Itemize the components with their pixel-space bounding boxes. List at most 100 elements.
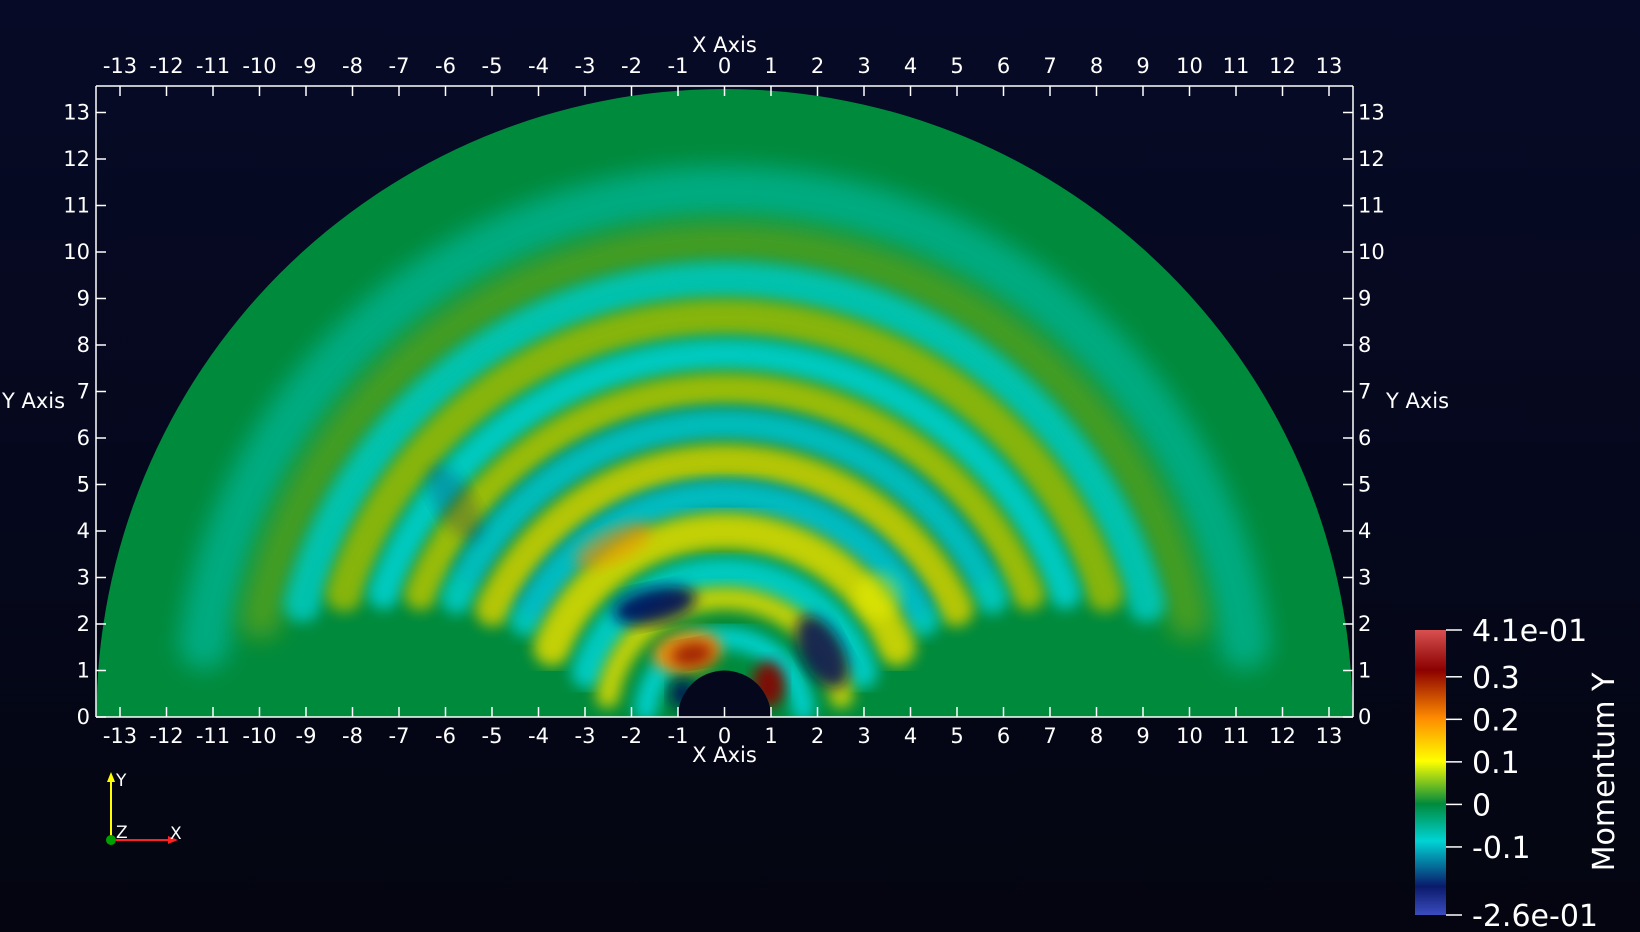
x-tick-label-top: 9: [1136, 54, 1149, 78]
axis-ticks: -13-13-12-12-11-11-10-10-9-9-8-8-7-7-6-6…: [63, 54, 1384, 748]
x-tick-label-bottom: -13: [103, 724, 137, 748]
wave-band: [509, 479, 940, 637]
y-tick-label-left: 3: [77, 566, 90, 590]
x-tick-label-top: -7: [389, 54, 410, 78]
x-tick-label-bottom: -2: [621, 724, 642, 748]
y-tick-label-right: 1: [1358, 659, 1371, 683]
x-tick-label-bottom: 10: [1176, 724, 1203, 748]
x-tick-label-bottom: 0: [718, 724, 731, 748]
wave-band: [325, 298, 1124, 613]
wave-band: [283, 261, 1166, 623]
x-tick-label-top: -12: [149, 54, 183, 78]
y-tick-label-right: 10: [1358, 240, 1385, 264]
x-tick-label-top: 1: [764, 54, 777, 78]
y-tick-label-left: 13: [63, 101, 90, 125]
x-tick-label-bottom: 2: [811, 724, 824, 748]
y-tick-label-right: 13: [1358, 101, 1385, 125]
x-tick-label-top: -4: [528, 54, 549, 78]
x-tick-label-bottom: -4: [528, 724, 549, 748]
y-tick-label-left: 0: [77, 705, 90, 729]
wave-bands: [178, 166, 1271, 717]
orientation-y-label: Y: [115, 771, 127, 791]
x-tick-label-top: -2: [621, 54, 642, 78]
x-tick-label-top: -1: [668, 54, 689, 78]
x-tick-label-top: 12: [1269, 54, 1296, 78]
wave-hotspot: [671, 642, 713, 667]
x-tick-label-bottom: -10: [242, 724, 276, 748]
colorbar-label: 0: [1472, 788, 1491, 823]
orientation-axes-widget[interactable]: Y Z X: [106, 771, 182, 845]
x-tick-label-top: -9: [296, 54, 317, 78]
x-tick-label-bottom: -7: [389, 724, 410, 748]
wave-hotspot: [613, 586, 696, 625]
y-tick-label-right: 9: [1358, 287, 1371, 311]
x-tick-label-bottom: 3: [857, 724, 870, 748]
wave-band: [239, 221, 1210, 640]
x-tick-label-top: 13: [1316, 54, 1343, 78]
wave-hotspot: [428, 465, 482, 541]
wave-hotspots: [428, 465, 902, 709]
wave-hotspot: [854, 572, 902, 620]
y-tick-label-right: 7: [1358, 380, 1371, 404]
x-tick-label-top: 8: [1090, 54, 1103, 78]
colorbar-label: 0.1: [1472, 746, 1520, 781]
x-axis-title-bottom: X Axis: [692, 743, 757, 767]
x-tick-label-bottom: -12: [149, 724, 183, 748]
y-tick-label-right: 8: [1358, 333, 1371, 357]
x-tick-label-bottom: 12: [1269, 724, 1296, 748]
x-tick-label-bottom: -1: [668, 724, 689, 748]
x-tick-label-top: 2: [811, 54, 824, 78]
y-tick-label-left: 4: [77, 519, 90, 543]
wave-band: [404, 372, 1045, 611]
colorbar-gradient: [1415, 630, 1446, 915]
colorbar-label: -0.1: [1472, 831, 1531, 866]
x-tick-label-top: -6: [435, 54, 456, 78]
x-tick-label-bottom: -8: [342, 724, 363, 748]
x-arrowhead-icon: [168, 836, 178, 844]
x-tick-label-bottom: -5: [482, 724, 503, 748]
x-tick-label-top: -3: [575, 54, 596, 78]
x-tick-label-top: -10: [242, 54, 276, 78]
x-axis-title-top: X Axis: [692, 33, 757, 57]
y-tick-label-right: 4: [1358, 519, 1371, 543]
x-tick-label-bottom: -3: [575, 724, 596, 748]
x-tick-label-bottom: -6: [435, 724, 456, 748]
x-tick-label-top: 0: [718, 54, 731, 78]
y-tick-label-right: 5: [1358, 473, 1371, 497]
wave-band: [571, 556, 878, 689]
x-tick-label-top: -13: [103, 54, 137, 78]
wave-band: [475, 443, 974, 627]
x-tick-label-top: -8: [342, 54, 363, 78]
x-tick-label-bottom: 13: [1316, 724, 1343, 748]
y-tick-label-right: 2: [1358, 612, 1371, 636]
colorbar-title: Momentum Y: [1587, 672, 1622, 871]
y-tick-label-right: 12: [1358, 147, 1385, 171]
colorbar-label: 0.2: [1472, 703, 1520, 738]
x-tick-label-bottom: 1: [764, 724, 777, 748]
x-tick-label-top: 4: [904, 54, 917, 78]
x-tick-label-top: 10: [1176, 54, 1203, 78]
wave-hotspot: [574, 521, 652, 568]
x-tick-label-bottom: 5: [950, 724, 963, 748]
y-tick-label-right: 3: [1358, 566, 1371, 590]
colorbar-ticks: 4.1e-01 0.3 0.2 0.1 0 -0.1 -2.6e-01: [1446, 614, 1598, 932]
x-tick-label-bottom: 4: [904, 724, 917, 748]
y-arrowhead-icon: [107, 772, 115, 782]
z-axis-dot: [106, 835, 116, 845]
y-tick-label-left: 7: [77, 380, 90, 404]
y-tick-label-left: 6: [77, 426, 90, 450]
y-tick-label-left: 2: [77, 612, 90, 636]
x-tick-label-top: 3: [857, 54, 870, 78]
color-legend[interactable]: 4.1e-01 0.3 0.2 0.1 0 -0.1 -2.6e-01 Momentum Y: [1415, 614, 1622, 932]
wave-band: [178, 166, 1271, 670]
y-tick-label-left: 12: [63, 147, 90, 171]
y-tick-label-left: 1: [77, 659, 90, 683]
wave-hotspot: [795, 615, 849, 689]
inner-cylinder-hole: [678, 670, 771, 717]
x-tick-label-top: 11: [1223, 54, 1250, 78]
y-tick-label-left: 10: [63, 240, 90, 264]
x-tick-label-bottom: 11: [1223, 724, 1250, 748]
y-tick-label-left: 8: [77, 333, 90, 357]
x-tick-label-bottom: -11: [196, 724, 230, 748]
